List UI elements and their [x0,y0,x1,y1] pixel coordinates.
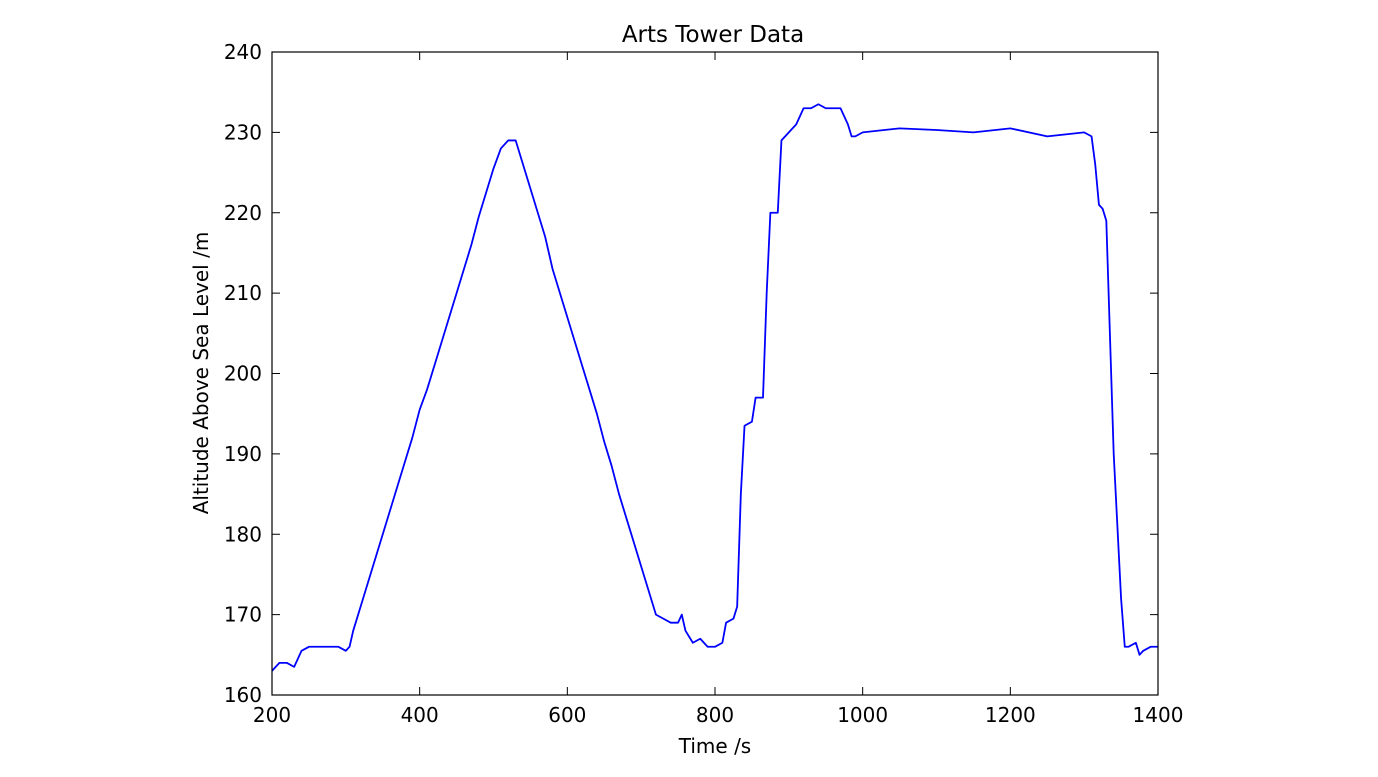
x-axis-label: Time /s [678,734,751,758]
data-line [271,103,1158,672]
y-tick-label: 180 [224,522,262,546]
y-axis-label: Altitude Above Sea Level /m [189,232,213,515]
y-tick-label: 210 [224,281,262,305]
y-tick-label: 220 [224,201,262,225]
x-tick-label: 200 [253,703,291,727]
x-tick-label: 400 [401,703,439,727]
x-tick-label: 1000 [837,703,888,727]
y-tick-label: 200 [224,362,262,386]
y-tick-label: 190 [224,442,262,466]
y-tick-label: 240 [224,40,262,64]
chart-title: Arts Tower Data [622,22,804,48]
x-tick-label: 1400 [1133,703,1184,727]
y-tick-label: 160 [224,683,262,707]
y-tick-label: 230 [224,120,262,144]
plot-frame [271,51,1159,696]
x-tick-label: 600 [548,703,586,727]
x-tick-label: 800 [696,703,734,727]
x-tick-label: 1200 [985,703,1036,727]
y-tick-label: 170 [224,603,262,627]
